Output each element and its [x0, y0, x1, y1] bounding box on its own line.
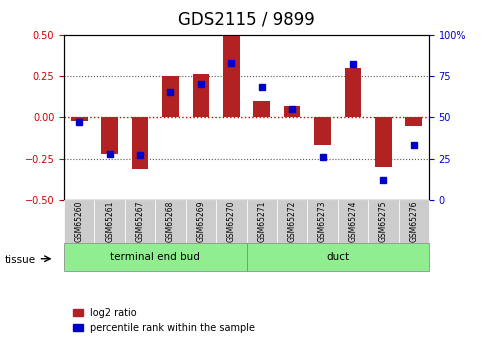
FancyBboxPatch shape: [186, 200, 216, 243]
Text: GSM65274: GSM65274: [349, 201, 357, 243]
FancyBboxPatch shape: [125, 200, 155, 243]
Text: GSM65269: GSM65269: [196, 201, 206, 243]
Text: GSM65261: GSM65261: [105, 201, 114, 242]
Text: terminal end bud: terminal end bud: [110, 252, 200, 262]
Bar: [223, 34, 240, 117]
FancyBboxPatch shape: [277, 200, 307, 243]
FancyBboxPatch shape: [307, 200, 338, 243]
FancyBboxPatch shape: [246, 243, 429, 271]
Bar: [405, 117, 422, 126]
FancyBboxPatch shape: [368, 200, 398, 243]
Text: GSM65273: GSM65273: [318, 201, 327, 243]
Bar: [132, 117, 148, 169]
Text: GSM65271: GSM65271: [257, 201, 266, 242]
FancyBboxPatch shape: [398, 200, 429, 243]
Bar: [193, 74, 209, 117]
FancyBboxPatch shape: [64, 200, 95, 243]
FancyBboxPatch shape: [95, 200, 125, 243]
Bar: [71, 117, 88, 121]
Bar: [375, 117, 391, 167]
Text: GSM65268: GSM65268: [166, 201, 175, 242]
Text: GSM65275: GSM65275: [379, 201, 388, 243]
Bar: [284, 106, 300, 117]
FancyBboxPatch shape: [155, 200, 186, 243]
Text: GSM65276: GSM65276: [409, 201, 418, 243]
FancyBboxPatch shape: [246, 200, 277, 243]
Text: GSM65267: GSM65267: [136, 201, 144, 243]
Bar: [102, 117, 118, 154]
Bar: [162, 76, 179, 117]
Text: GSM65270: GSM65270: [227, 201, 236, 243]
Legend: log2 ratio, percentile rank within the sample: log2 ratio, percentile rank within the s…: [69, 304, 259, 337]
Bar: [253, 101, 270, 117]
Text: GSM65272: GSM65272: [287, 201, 297, 242]
FancyBboxPatch shape: [216, 200, 246, 243]
FancyBboxPatch shape: [64, 243, 246, 271]
FancyBboxPatch shape: [338, 200, 368, 243]
Text: tissue: tissue: [5, 256, 36, 265]
Bar: [314, 117, 331, 146]
Text: GSM65260: GSM65260: [75, 201, 84, 243]
Text: duct: duct: [326, 252, 349, 262]
Bar: [345, 68, 361, 117]
Text: GDS2115 / 9899: GDS2115 / 9899: [178, 10, 315, 28]
